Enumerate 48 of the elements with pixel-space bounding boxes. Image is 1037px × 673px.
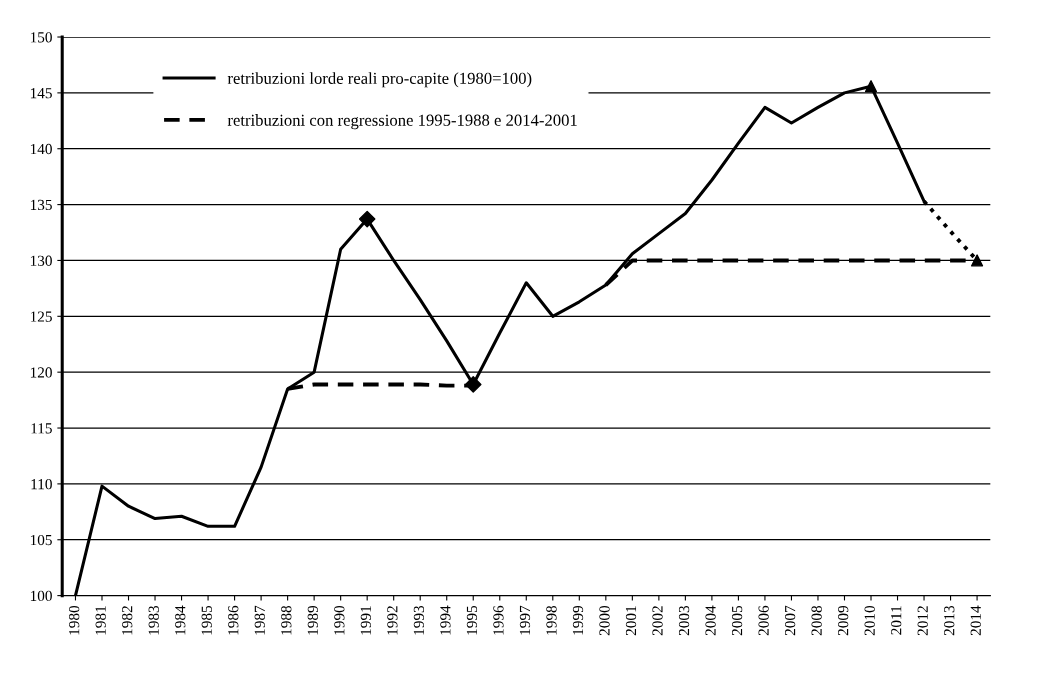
x-tick-label: 1996: [493, 605, 504, 635]
x-tick-label: 2004: [705, 605, 716, 636]
legend-label: retribuzioni lorde reali pro-capite (1980=100): [227, 72, 532, 88]
x-tick-label: 2007: [784, 605, 796, 636]
y-tick-label: 105: [30, 534, 52, 546]
x-tick-label: 1997: [519, 605, 531, 635]
y-tick-label: 120: [30, 367, 52, 378]
x-tick-label: 2010: [864, 605, 875, 636]
y-tick-label: 110: [31, 479, 52, 490]
x-tick-label: 1987: [254, 605, 265, 635]
x-tick-label: 1988: [281, 605, 292, 635]
x-tick-label: 2011: [891, 606, 902, 635]
x-tick-label: 2009: [838, 605, 849, 636]
x-tick-label: 2003: [678, 605, 690, 636]
x-tick-label: 1986: [228, 605, 239, 635]
x-tick-label: 2002: [652, 606, 663, 636]
x-tick-label: 2013: [944, 605, 955, 636]
x-tick-label: 1982: [122, 606, 133, 635]
x-tick-label: 1998: [546, 605, 557, 635]
x-tick-label: 1990: [334, 605, 345, 635]
x-tick-label: 2014: [970, 605, 981, 636]
x-tick-label: 1985: [201, 605, 212, 635]
x-tick-label: 1993: [413, 605, 425, 635]
x-tick-label: 2000: [599, 605, 610, 636]
x-tick-label: 1999: [572, 605, 584, 635]
x-tick-label: 1991: [360, 606, 371, 635]
y-tick-label: 140: [30, 143, 52, 155]
x-tick-label: 2006: [758, 605, 769, 636]
x-tick-label: 2008: [811, 605, 822, 636]
y-tick-label: 115: [31, 423, 52, 434]
y-tick-label: 100: [30, 590, 52, 602]
x-tick-label: 1984: [175, 605, 186, 635]
x-tick-label: 1981: [95, 606, 106, 635]
y-tick-label: 135: [30, 199, 52, 211]
y-tick-label: 145: [30, 88, 52, 99]
x-tick-label: 1983: [148, 605, 159, 635]
y-tick-label: 150: [30, 32, 52, 43]
y-tick-label: 130: [30, 255, 52, 266]
x-tick-label: 1992: [387, 606, 398, 635]
x-tick-label: 2012: [917, 606, 928, 636]
x-tick-label: 1980: [68, 605, 80, 635]
x-tick-label: 2001: [625, 606, 637, 636]
y-tick-label: 125: [30, 311, 52, 322]
x-tick-label: 2005: [731, 605, 743, 636]
x-tick-label: 1994: [440, 605, 451, 635]
x-tick-label: 1995: [466, 605, 478, 635]
legend-label: retribuzioni con regressione 1995-1988 e 2014-2001: [227, 114, 577, 130]
x-tick-label: 1989: [307, 605, 318, 635]
